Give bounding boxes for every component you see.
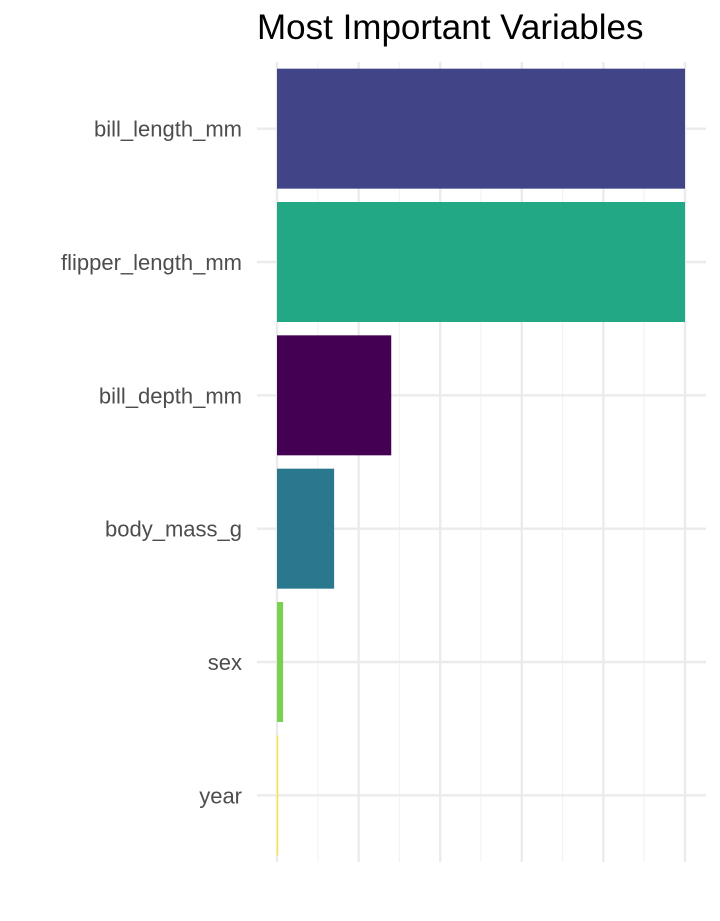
y-tick-label: sex	[208, 650, 242, 675]
bar-flipper-length-mm	[277, 202, 685, 322]
bar-year	[277, 735, 279, 856]
y-tick-label: bill_depth_mm	[99, 383, 242, 408]
bar-body-mass-g	[277, 468, 335, 589]
bar-sex	[277, 602, 284, 722]
y-tick-label: flipper_length_mm	[61, 250, 242, 275]
y-tick-label: year	[199, 783, 242, 808]
y-tick-label: body_mass_g	[105, 517, 242, 542]
bar-bill-length-mm	[277, 68, 685, 189]
gridlines	[257, 62, 706, 862]
y-tick-label: bill_length_mm	[94, 117, 242, 142]
chart-title: Most Important Variables	[257, 8, 644, 47]
bar-bill-depth-mm	[277, 335, 392, 456]
